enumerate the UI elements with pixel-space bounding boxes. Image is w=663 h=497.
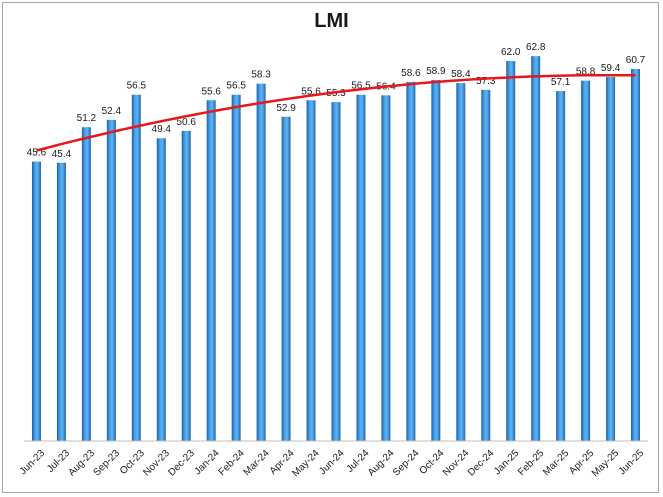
bar-Apr-25: [581, 80, 591, 441]
bar-Nov-24: [456, 83, 466, 441]
x-tick-Jun-23: Jun-23: [18, 448, 48, 478]
bar-Aug-24: [381, 95, 391, 441]
trend-line: [36, 73, 636, 152]
x-tick-Dec-23: Dec-23: [166, 448, 197, 479]
data-label-Apr-25: 58.8: [576, 67, 596, 78]
bar-Feb-24: [231, 94, 241, 441]
data-label-Nov-24: 58.4: [451, 69, 471, 80]
x-tick-Jan-25: Jan-25: [492, 448, 522, 478]
bar-Mar-25: [556, 91, 566, 442]
chart-title: LMI: [314, 10, 349, 32]
bar-Jun-24: [331, 102, 341, 441]
bar-Aug-23: [81, 127, 91, 442]
x-tick-Feb-25: Feb-25: [516, 448, 546, 478]
bar-Dec-24: [481, 89, 491, 441]
data-label-Feb-25: 62.8: [526, 42, 546, 53]
data-label-Jul-23: 45.4: [52, 149, 72, 160]
x-tick-Nov-24: Nov-24: [441, 448, 472, 479]
data-label-Jun-24: 55.3: [326, 88, 346, 99]
data-label-Sep-23: 52.4: [102, 106, 122, 117]
data-label-Jan-24: 55.6: [201, 86, 221, 97]
bar-Jun-25: [631, 68, 641, 441]
bar-Feb-25: [531, 56, 541, 442]
data-label-May-24: 55.6: [301, 86, 321, 97]
data-labels-group: 45.6 45.4 51.2 52.4 56.5 49.4 50.6 55.6 56.5 58.3…: [27, 42, 646, 160]
data-label-Jun-25: 60.7: [626, 55, 646, 66]
data-label-Jan-25: 62.0: [501, 47, 521, 58]
x-tick-Nov-23: Nov-23: [141, 448, 172, 479]
bars-group: [31, 56, 641, 442]
bar-Sep-24: [406, 81, 416, 441]
data-label-Jun-23: 45.6: [27, 148, 47, 159]
x-tick-Feb-24: Feb-24: [217, 448, 247, 478]
data-label-Oct-23: 56.5: [127, 81, 147, 92]
data-label-Aug-23: 51.2: [77, 113, 97, 124]
bar-Sep-23: [106, 119, 116, 441]
bar-May-24: [306, 100, 316, 441]
data-label-Dec-24: 57.3: [476, 76, 496, 87]
x-tick-May-24: May-24: [290, 448, 322, 480]
x-tick-Sep-23: Sep-23: [91, 448, 122, 479]
data-label-Jul-24: 56.5: [351, 81, 371, 92]
bar-May-25: [606, 76, 616, 441]
bar-Mar-24: [256, 83, 266, 441]
x-tick-Aug-23: Aug-23: [66, 448, 97, 479]
data-label-Sep-24: 58.6: [401, 68, 421, 79]
x-tick-Jun-24: Jun-24: [317, 448, 347, 478]
bar-Nov-23: [156, 138, 166, 441]
x-tick-Mar-25: Mar-25: [541, 448, 571, 478]
bar-Apr-24: [281, 116, 291, 441]
bar-Oct-24: [431, 80, 441, 441]
x-tick-May-25: May-25: [590, 448, 622, 480]
x-tick-Dec-24: Dec-24: [466, 448, 497, 479]
bar-Jun-23: [31, 161, 41, 441]
data-label-Mar-24: 58.3: [251, 70, 271, 81]
data-label-Nov-23: 49.4: [152, 124, 172, 135]
x-tick-Jan-24: Jan-24: [192, 448, 222, 478]
x-tick-labels-group: Jun-23Jul-23Aug-23Sep-23Oct-23Nov-23Dec-…: [18, 448, 647, 480]
bar-Oct-23: [131, 94, 141, 441]
data-label-Feb-24: 56.5: [226, 81, 246, 92]
x-tick-Jun-25: Jun-25: [617, 448, 647, 478]
bar-Jan-24: [206, 100, 216, 441]
data-label-Dec-23: 50.6: [177, 117, 197, 128]
bar-Jul-23: [56, 162, 66, 441]
data-label-May-25: 59.4: [601, 63, 621, 74]
x-tick-Aug-24: Aug-24: [366, 448, 397, 479]
x-tick-Mar-24: Mar-24: [242, 448, 272, 478]
data-label-Oct-24: 58.9: [426, 66, 446, 77]
bar-Dec-23: [181, 130, 191, 441]
x-tick-Sep-24: Sep-24: [391, 448, 422, 479]
bar-Jan-25: [506, 61, 516, 442]
bar-Jul-24: [356, 94, 366, 441]
data-label-Mar-25: 57.1: [551, 77, 571, 88]
data-label-Apr-24: 52.9: [276, 103, 296, 114]
